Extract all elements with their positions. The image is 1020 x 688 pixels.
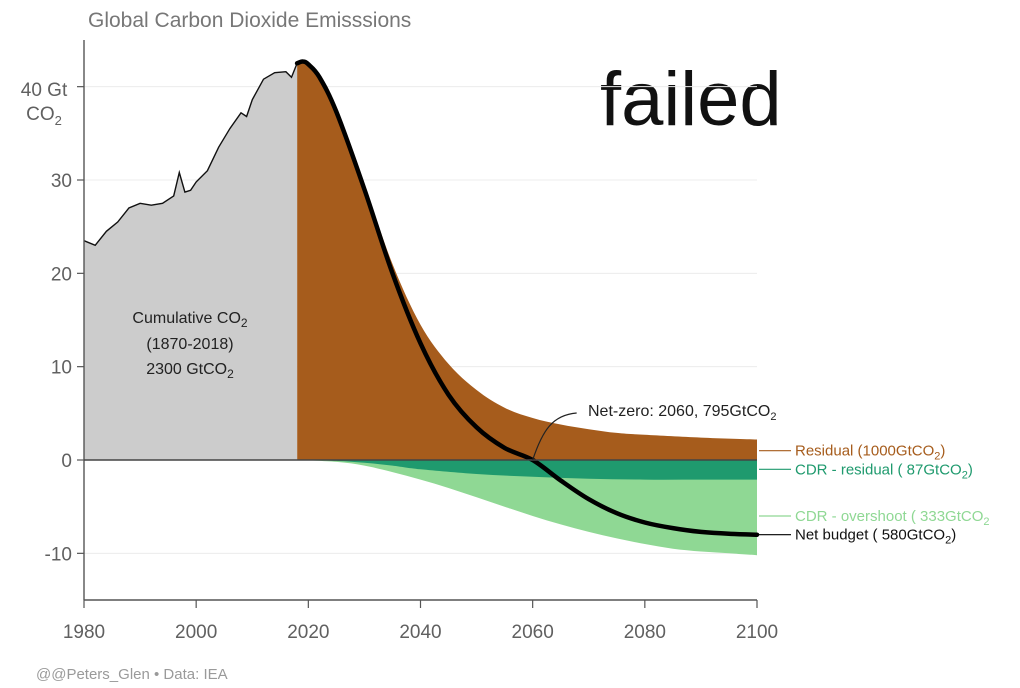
net-zero-leader-line [532,412,577,461]
legend-label-residual: Residual (1000GtCO2) [795,443,945,463]
historical-line [83,63,298,247]
legend-label-cdr_residual: CDR - residual ( 87GtCO2) [795,461,973,481]
cdr-overshoot-area [297,460,757,556]
cumulative-line-3: 2300 GtCO2 [146,361,234,381]
chart-title: Global Carbon Dioxide Emisssions [88,9,411,32]
area-series [83,59,760,556]
x-tick-label: 2080 [624,622,666,643]
y-top-label: 40 Gt [21,80,68,101]
x-tick-label: 2000 [175,622,217,643]
historical-area [84,63,298,461]
x-tick-label: 2040 [399,622,441,643]
cdr-residual-area [297,460,757,480]
x-tick-label: 2100 [736,622,778,643]
legend-label-net: Net budget ( 580GtCO2) [795,527,956,547]
cumulative-annotation: Cumulative CO2 (1870-2018) 2300 GtCO2 [132,310,247,381]
y-tick-label: 10 [51,358,72,379]
legend: Residual (1000GtCO2)CDR - residual ( 87G… [759,443,990,547]
cumulative-line-2: (1870-2018) [146,336,233,353]
net-budget-line [294,59,760,537]
net-zero-annotation: Net-zero: 2060, 795GtCO2 [532,403,776,461]
legend-label-cdr_overshoot: CDR - overshoot ( 333GtCO2 [795,508,990,528]
y-top-label-unit: CO2 [26,104,62,128]
credit-text: @@Peters_Glen • Data: IEA [36,666,228,683]
y-tick-label: 0 [61,451,72,472]
residual-area [297,61,757,461]
x-tick-label: 2060 [512,622,554,643]
y-tick-label: 20 [51,264,72,285]
overlay-failed-text: failed [600,57,782,142]
cumulative-line-1: Cumulative CO2 [132,310,247,330]
net-zero-label: Net-zero: 2060, 795GtCO2 [588,403,776,423]
y-tick-label: 30 [51,171,72,192]
x-tick-label: 1980 [63,622,105,643]
y-tick-label: -10 [45,544,72,565]
x-tick-label: 2020 [287,622,329,643]
ticks: 1980 2000 2020 2040 2060 2080 2100 -10 0 10 20 30 [45,86,778,643]
